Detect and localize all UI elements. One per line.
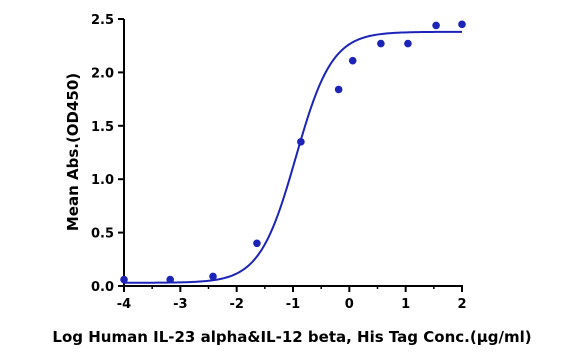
fit-curve (123, 30, 462, 284)
y-tick-label: 0.5 (91, 227, 114, 242)
data-point (120, 275, 128, 284)
data-point (377, 39, 385, 48)
data-point (348, 56, 357, 65)
data-points (120, 20, 466, 284)
y-tick-label: 1.5 (91, 120, 114, 135)
data-point (432, 21, 440, 30)
data-point (297, 138, 305, 146)
data-point (166, 275, 174, 284)
x-tick-label: -3 (173, 297, 187, 312)
y-tick-label: 0.0 (91, 280, 114, 295)
x-tick-label: -1 (286, 297, 300, 312)
x-tick-label: 0 (345, 297, 354, 312)
data-point (334, 85, 343, 94)
plot-area (123, 19, 463, 287)
data-point (209, 272, 217, 281)
y-tick-label: 2.0 (91, 66, 114, 81)
x-axis-title: Log Human IL-23 alpha&IL-12 beta, His Ta… (52, 328, 531, 346)
x-tick-label: 2 (457, 297, 466, 312)
data-point (458, 20, 466, 29)
y-axis-title: Mean Abs.(OD450) (64, 73, 82, 231)
data-point (253, 239, 261, 248)
x-tick-label: -4 (117, 297, 131, 312)
data-point (404, 39, 412, 48)
x-tick-label: -2 (229, 297, 243, 312)
ticks: -4 -3 -2 -1 0 1 2 0.0 0.5 1.0 1.5 2.0 2.5 (91, 13, 467, 312)
y-tick-label: 1.0 (91, 173, 114, 188)
y-tick-label: 2.5 (91, 13, 114, 28)
x-tick-label: 1 (401, 297, 410, 312)
